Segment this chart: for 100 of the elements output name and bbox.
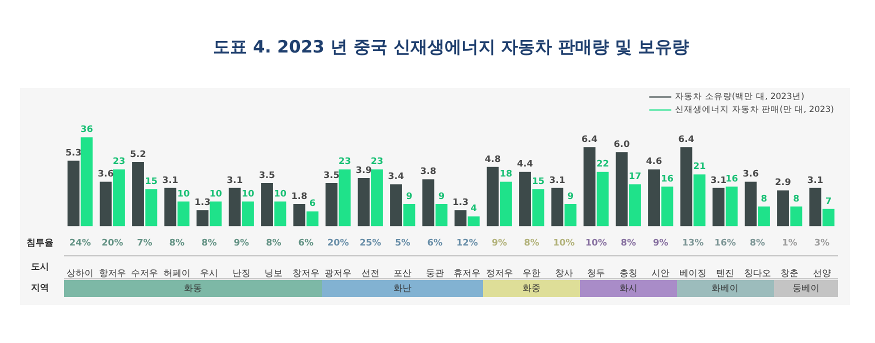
data-label: 21 bbox=[693, 162, 706, 172]
x-tick-label: 항저우 bbox=[98, 268, 126, 279]
data-label: 3.6 bbox=[742, 170, 759, 180]
x-tick-label: 둥관 bbox=[426, 268, 444, 279]
text: 8% bbox=[266, 238, 282, 249]
x-tick-label: 창춘 bbox=[780, 268, 799, 279]
text: 9% bbox=[234, 238, 250, 249]
data-label: 7 bbox=[825, 196, 832, 207]
data-label: 6.4 bbox=[582, 135, 598, 146]
x-tick-label: 광저우 bbox=[324, 268, 352, 279]
data-label: 3.8 bbox=[420, 167, 436, 178]
data-label: 4.6 bbox=[646, 157, 662, 168]
data-label: 5.3 bbox=[66, 148, 82, 159]
data-label: 3.1 bbox=[549, 176, 566, 186]
data-label: 6.0 bbox=[614, 140, 630, 150]
x-tick-label: 상하이 bbox=[66, 268, 94, 279]
data-label: 1.8 bbox=[291, 192, 308, 202]
data-label: 10 bbox=[177, 189, 190, 200]
data-label: 15 bbox=[532, 176, 544, 187]
data-label: 16 bbox=[725, 174, 738, 185]
region-block: 화난 bbox=[322, 280, 484, 298]
data-label: 4.8 bbox=[484, 154, 501, 165]
x-tick-label: 베이징 bbox=[679, 268, 706, 279]
data-label: 6 bbox=[309, 199, 316, 210]
x-tick-label: 수저우 bbox=[131, 268, 158, 279]
x-tick-label: 선전 bbox=[361, 268, 380, 279]
x-tick-label: 우한 bbox=[522, 268, 541, 279]
data-label: 3.5 bbox=[259, 170, 275, 181]
x-tick-label: 창저우 bbox=[292, 268, 320, 279]
x-tick-label: 정저우 bbox=[486, 268, 513, 279]
data-label: 10 bbox=[242, 189, 254, 200]
text: 13% bbox=[682, 238, 704, 249]
data-label: 23 bbox=[112, 157, 126, 168]
data-label: 9 bbox=[567, 192, 574, 202]
region-block: 화동 bbox=[64, 280, 322, 298]
text: 도시 bbox=[31, 262, 49, 273]
data-label: 3.1 bbox=[162, 176, 178, 186]
text: 25% bbox=[360, 238, 382, 249]
bar bbox=[809, 188, 822, 226]
data-label: 3.5 bbox=[324, 170, 340, 181]
data-label: 3.1 bbox=[710, 176, 726, 186]
text: 지역 bbox=[30, 284, 49, 294]
region-block: 화시 bbox=[580, 280, 677, 298]
data-label: 8 bbox=[760, 194, 768, 204]
data-label: 16 bbox=[660, 174, 674, 185]
data-label: 1.3 bbox=[194, 198, 210, 208]
text: 10% bbox=[553, 238, 575, 249]
x-tick-label: 선양 bbox=[812, 268, 831, 279]
data-label: 3.4 bbox=[388, 172, 404, 182]
text: 10% bbox=[585, 238, 607, 249]
x-tick-label: 휴저우 bbox=[454, 268, 481, 279]
x-tick-label: 칭다오 bbox=[744, 268, 771, 279]
x-tick-label: 톈진 bbox=[716, 268, 734, 279]
bar bbox=[744, 182, 757, 226]
text: 8% bbox=[201, 238, 217, 249]
x-tick-label: 닝보 bbox=[264, 268, 283, 279]
text: 8% bbox=[750, 238, 766, 249]
text: 20% bbox=[102, 238, 124, 249]
data-label: 3.1 bbox=[807, 176, 824, 186]
x-tick-label: 난징 bbox=[232, 268, 250, 279]
legend-label: 자동차 소유량(백만 대, 2023년) bbox=[675, 92, 804, 102]
x-tick-label: 청두 bbox=[587, 268, 606, 279]
text: 9% bbox=[492, 238, 508, 249]
x-tick-label: 시안 bbox=[652, 268, 670, 279]
text: 3% bbox=[814, 238, 830, 249]
x-tick-label: 허페이 bbox=[163, 268, 190, 279]
data-label: 1.3 bbox=[452, 198, 468, 208]
data-label: 6.4 bbox=[678, 135, 694, 146]
x-tick-label: 창사 bbox=[554, 268, 573, 279]
data-label: 4.4 bbox=[517, 160, 533, 170]
data-label: 9 bbox=[406, 192, 412, 202]
text: 16% bbox=[714, 238, 736, 249]
text: 침투율 bbox=[26, 238, 54, 249]
x-tick-label: 충칭 bbox=[619, 268, 638, 279]
text: 6% bbox=[298, 238, 314, 249]
data-label: 3.9 bbox=[356, 166, 372, 176]
text: 8% bbox=[169, 238, 185, 249]
bar bbox=[422, 179, 434, 226]
data-label: 22 bbox=[596, 160, 609, 170]
data-label: 23 bbox=[338, 157, 351, 168]
text: 24% bbox=[69, 238, 91, 249]
text: 6% bbox=[427, 238, 443, 249]
data-label: 3.1 bbox=[226, 176, 243, 186]
text: 20% bbox=[327, 238, 349, 249]
data-label: 9 bbox=[438, 192, 445, 202]
data-label: 10 bbox=[274, 189, 286, 200]
data-label: 10 bbox=[209, 189, 222, 200]
text: 5% bbox=[394, 238, 410, 249]
chart-title: 도표 4. 2023 년 중국 신재생에너지 자동차 판매량 및 보유량 bbox=[213, 38, 689, 58]
region-block: 둥베이 bbox=[774, 280, 838, 298]
data-label: 8 bbox=[793, 194, 800, 204]
region-block: 화베이 bbox=[676, 280, 774, 298]
text: 1% bbox=[782, 238, 798, 249]
data-label: 23 bbox=[370, 157, 384, 168]
x-tick-label: 우시 bbox=[200, 268, 218, 279]
region-block: 화중 bbox=[483, 280, 580, 298]
data-label: 5.2 bbox=[130, 150, 146, 160]
data-label: 36 bbox=[80, 125, 93, 136]
legend-label: 신재생에너지 자동차 판매(만 대, 2023) bbox=[675, 105, 834, 116]
data-label: 15 bbox=[144, 176, 158, 187]
